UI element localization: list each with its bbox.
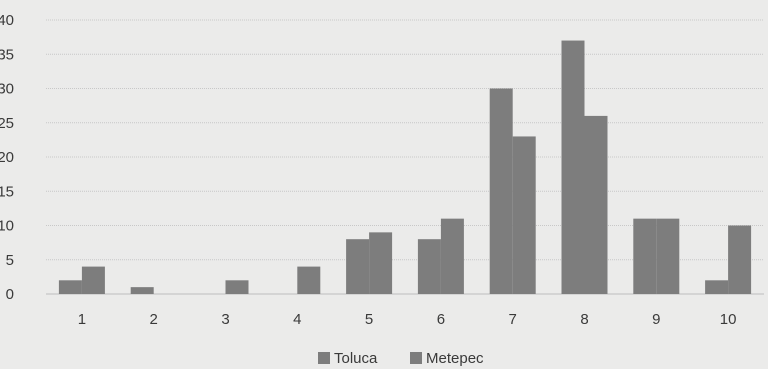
x-tick-label: 7: [509, 311, 517, 328]
bar-toluca-10: [705, 280, 729, 294]
bars: [58, 40, 752, 295]
y-tick-label: 35: [0, 46, 14, 63]
bar-metepec-3: [225, 280, 249, 294]
bar-toluca-2: [130, 287, 154, 294]
legend-swatch-toluca: [318, 352, 330, 364]
bar-toluca-6: [417, 239, 441, 294]
x-tick-label: 1: [78, 311, 86, 328]
legend-label-toluca: Toluca: [334, 350, 378, 367]
x-tick-label: 8: [580, 311, 588, 328]
bar-toluca-1: [58, 280, 82, 294]
y-axis-ticks: 0 5 10 15 20 25 30 35 40: [0, 12, 14, 303]
bar-metepec-1: [81, 266, 105, 294]
x-tick-label: 9: [652, 311, 660, 328]
bar-metepec-7: [512, 136, 536, 294]
bar-metepec-9: [656, 218, 680, 294]
bar-metepec-10: [728, 225, 752, 294]
x-tick-label: 5: [365, 311, 373, 328]
x-tick-label: 10: [720, 311, 737, 328]
y-tick-label: 10: [0, 218, 14, 235]
bar-metepec-8: [584, 115, 608, 295]
bar-toluca-8: [561, 40, 585, 294]
x-tick-label: 6: [437, 311, 445, 328]
x-tick-label: 4: [293, 311, 301, 328]
x-tick-label: 3: [221, 311, 229, 328]
y-tick-label: 30: [0, 81, 14, 98]
bar-toluca-5: [346, 239, 370, 294]
bar-toluca-9: [633, 218, 657, 294]
bar-metepec-4: [297, 266, 321, 294]
y-tick-label: 15: [0, 183, 14, 200]
y-tick-label: 25: [0, 115, 14, 132]
legend: Toluca Metepec: [318, 350, 484, 367]
y-tick-label: 0: [6, 286, 14, 303]
y-tick-label: 5: [6, 252, 14, 269]
bar-toluca-7: [489, 88, 513, 294]
x-tick-label: 2: [150, 311, 158, 328]
legend-label-metepec: Metepec: [426, 350, 484, 367]
legend-swatch-metepec: [410, 352, 422, 364]
bar-metepec-6: [440, 218, 464, 294]
bar-metepec-5: [369, 232, 393, 294]
y-tick-label: 20: [0, 149, 14, 166]
x-axis-ticks: 1 2 3 4 5 6 7 8 9 10: [78, 311, 737, 328]
y-tick-label: 40: [0, 12, 14, 29]
